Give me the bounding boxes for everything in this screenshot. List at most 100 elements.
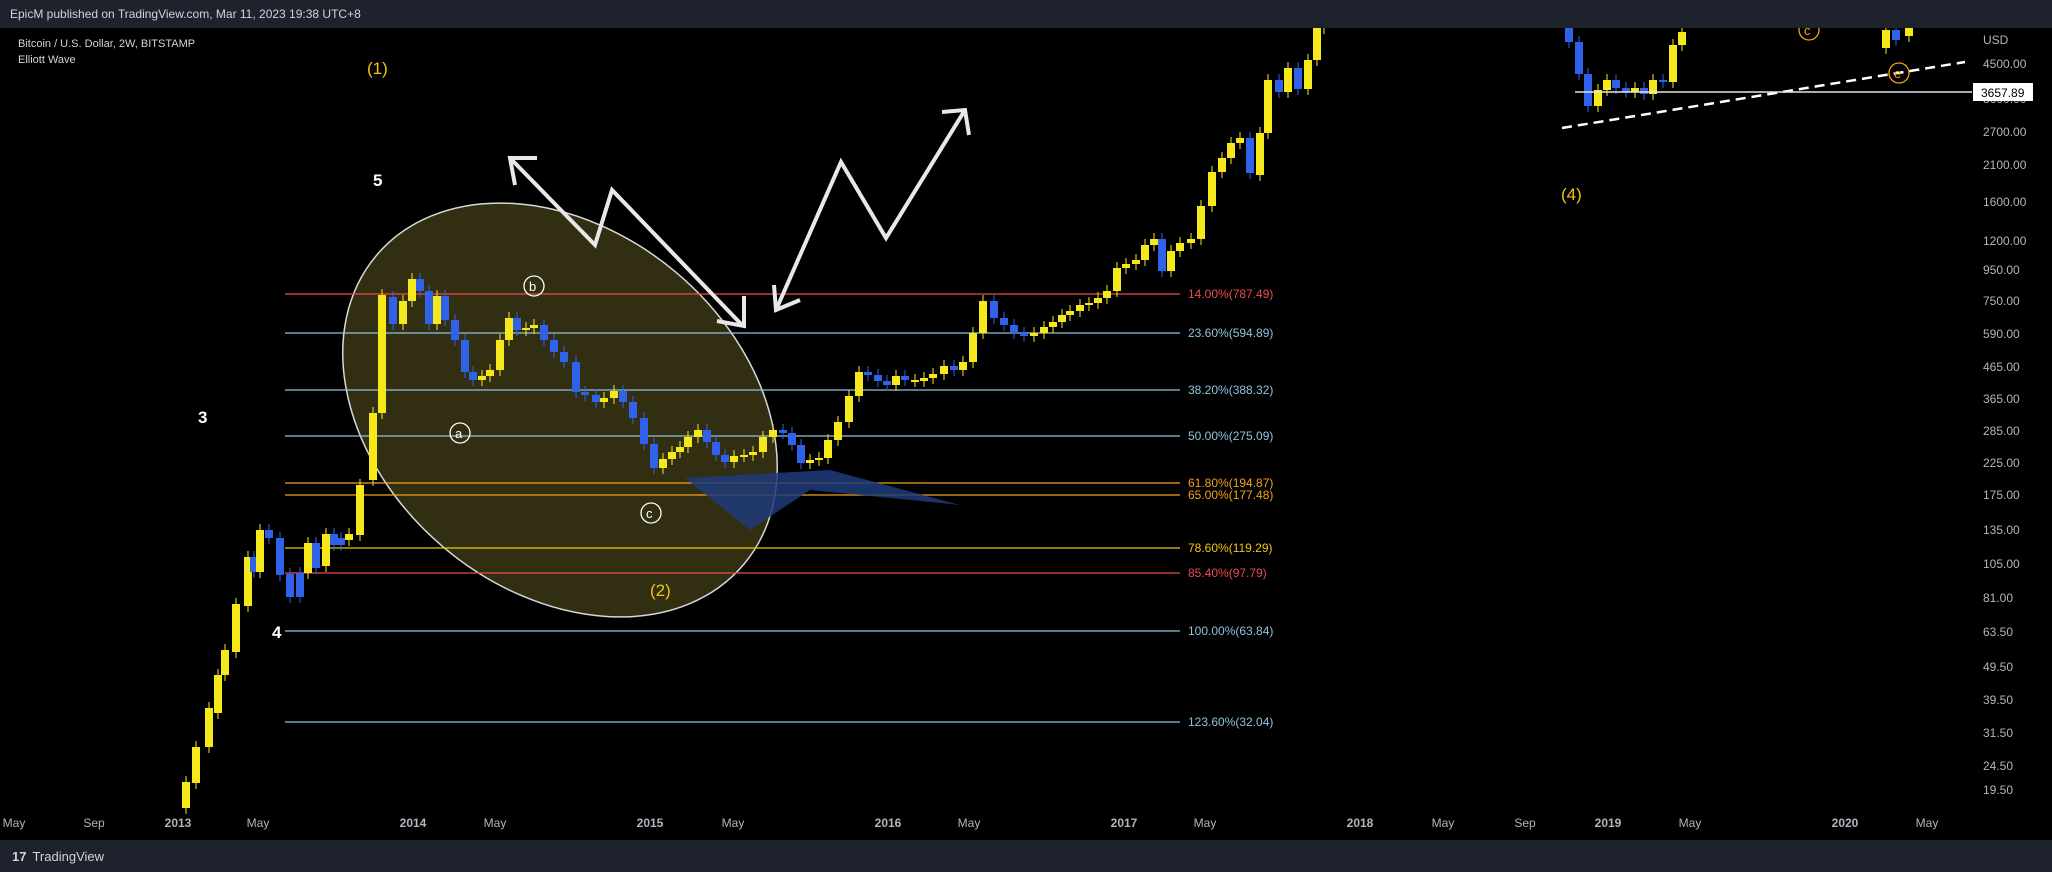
candle-body <box>192 747 200 783</box>
candle-body <box>1649 80 1657 94</box>
candle-body <box>399 301 407 324</box>
candle-body <box>1678 32 1686 45</box>
candle-body <box>469 372 477 380</box>
projection-path-up <box>774 108 967 311</box>
candle-body <box>1020 333 1028 336</box>
tradingview-footer: 17 TradingView <box>0 840 2052 872</box>
candle-body <box>650 444 658 468</box>
time-axis[interactable]: May Sep 2013 May 2014 May 2015 May 2016 May 2017 Ma… <box>3 816 1939 830</box>
projection-path-down <box>508 156 744 327</box>
candle-body <box>560 352 568 362</box>
price-tick-label: 1600.00 <box>1983 195 2027 209</box>
price-tick-label: 1200.00 <box>1983 234 2027 248</box>
candle-body <box>788 433 796 445</box>
candle-body <box>815 458 823 460</box>
time-tick-label: 2016 <box>875 816 902 830</box>
time-tick-label: 2018 <box>1347 816 1374 830</box>
tradingview-logo[interactable]: 17 TradingView <box>12 849 104 864</box>
price-tick-label: 49.50 <box>1983 660 2013 674</box>
candle-body <box>296 573 304 597</box>
candle-body <box>979 301 987 333</box>
candle-body <box>1113 268 1121 291</box>
candle-body <box>592 395 600 402</box>
candle-body <box>703 430 711 442</box>
candle-body <box>883 381 891 385</box>
candle-body <box>911 380 919 382</box>
candle-body <box>676 447 684 452</box>
candle-body <box>1208 172 1216 206</box>
price-chart[interactable]: 14.00%(787.49) 23.60%(594.89) 38.20%(388.3… <box>0 28 2052 840</box>
candle-body <box>1304 60 1312 89</box>
price-tick-label: 2700.00 <box>1983 125 2027 139</box>
candle-body <box>1176 243 1184 251</box>
price-tick-label: 2100.00 <box>1983 158 2027 172</box>
candle-body <box>1158 239 1166 271</box>
time-tick-label: May <box>484 816 507 830</box>
price-tick-label: 950.00 <box>1983 263 2020 277</box>
indicator-name[interactable]: Elliott Wave <box>18 54 76 66</box>
candle-body <box>265 530 273 538</box>
price-tick-label: 4500.00 <box>1983 57 2027 71</box>
candle-body <box>1040 327 1048 333</box>
candle-body <box>1575 42 1583 74</box>
candle-body <box>1284 68 1292 92</box>
candle-body <box>990 301 998 318</box>
price-tick-label: 750.00 <box>1983 294 2020 308</box>
candle-body <box>478 376 486 380</box>
candle-body <box>581 392 589 395</box>
wave-circle-a <box>449 422 471 444</box>
fib-level-label: 65.00%(177.48) <box>1188 488 1273 502</box>
candle-body <box>1669 45 1677 82</box>
candle-body <box>920 378 928 381</box>
fibonacci-retracement[interactable]: 14.00%(787.49) 23.60%(594.89) 38.20%(388.3… <box>285 287 1273 729</box>
candle-body <box>1313 28 1321 60</box>
candle-body <box>721 455 729 462</box>
candle-body <box>496 340 504 370</box>
candle-body <box>345 534 353 540</box>
candle-body <box>759 437 767 452</box>
candle-body <box>378 295 386 413</box>
candle-body <box>1594 90 1602 106</box>
wave-label-5: 5 <box>373 171 382 190</box>
candle-body <box>1132 260 1140 264</box>
candle-body <box>1030 333 1038 336</box>
candle-body <box>1294 68 1302 89</box>
candle-body <box>769 430 777 437</box>
price-axis[interactable]: 4500.003600.002700.002100.001600.001200.… <box>1983 57 2027 797</box>
candle-body <box>1227 143 1235 158</box>
candle-body <box>276 538 284 575</box>
symbol-title[interactable]: Bitcoin / U.S. Dollar, 2W, BITSTAMP <box>18 38 196 50</box>
candle-body <box>1264 80 1272 133</box>
candle-body <box>668 452 676 459</box>
time-tick-label: May <box>3 816 26 830</box>
candle-body <box>779 430 787 433</box>
projection-arrow-head-1 <box>507 156 537 186</box>
candle-body <box>1236 138 1244 143</box>
fib-level-label: 78.60%(119.29) <box>1188 541 1273 555</box>
fib-level-label: 38.20%(388.32) <box>1188 383 1273 397</box>
candle-body <box>1584 74 1592 106</box>
candle-body <box>522 328 530 330</box>
candle-body <box>806 460 814 463</box>
candle-body <box>1218 158 1226 172</box>
candle-body <box>959 362 967 370</box>
candle-body <box>619 391 627 402</box>
candle-body <box>1187 239 1195 243</box>
price-tick-label: 39.50 <box>1983 693 2013 707</box>
wave-label-4-minor: 4 <box>272 623 282 642</box>
candle-body <box>256 530 264 572</box>
price-tick-label: 105.00 <box>1983 557 2020 571</box>
time-tick-label: May <box>1679 816 1702 830</box>
fib-level-label: 23.60%(594.89) <box>1188 326 1273 340</box>
time-tick-label: 2017 <box>1111 816 1138 830</box>
tradingview-icon: 17 <box>12 849 27 864</box>
price-tick-label: 175.00 <box>1983 488 2020 502</box>
candle-body <box>864 372 872 375</box>
time-tick-label: 2014 <box>400 816 427 830</box>
candle-body <box>461 340 469 372</box>
candle-body <box>416 279 424 291</box>
candle-body <box>232 604 240 652</box>
wave-label-3: 3 <box>198 408 207 427</box>
candle-body <box>1640 88 1648 94</box>
candle-body <box>1565 28 1573 42</box>
